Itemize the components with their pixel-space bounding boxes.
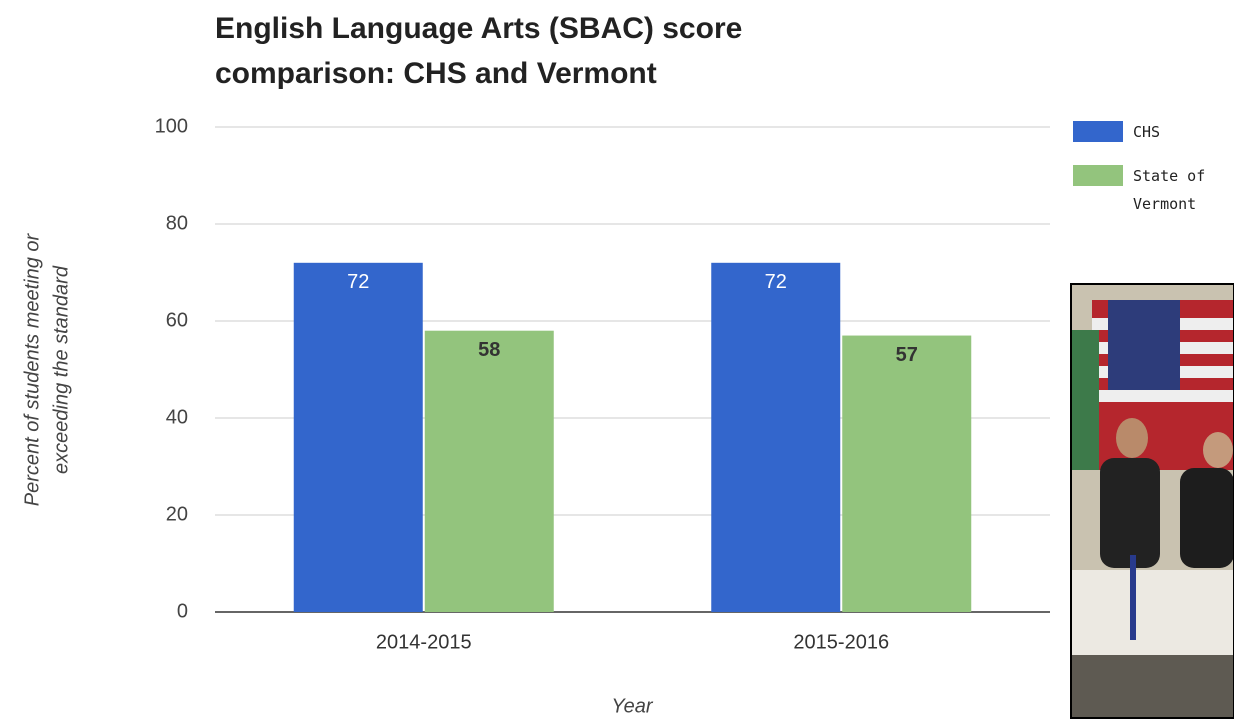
data-label: 72 <box>347 271 369 293</box>
data-label: 57 <box>896 344 918 366</box>
bar <box>424 330 554 612</box>
x-axis-title: Year <box>611 695 653 717</box>
legend-label: State of Vermont <box>1133 167 1206 213</box>
y-tick-label: 20 <box>166 503 188 525</box>
y-axis-title: Percent of students meeting or exceeding… <box>21 232 72 506</box>
bar <box>711 262 841 612</box>
data-label: 72 <box>765 271 787 293</box>
y-tick-label: 0 <box>177 600 188 622</box>
photo <box>1070 283 1234 719</box>
chart-title: comparison: CHS and Vermont <box>215 57 657 90</box>
y-tick-label: 100 <box>155 115 188 137</box>
chart-title: English Language Arts (SBAC) score <box>215 12 742 45</box>
y-tick-label: 40 <box>166 406 188 428</box>
bar <box>293 262 423 612</box>
y-tick-label: 80 <box>166 212 188 234</box>
y-axis-title-line: Percent of students meeting or <box>21 232 43 506</box>
x-tick-label: 2015-2016 <box>793 631 889 653</box>
data-label: 58 <box>478 339 500 361</box>
bar <box>842 335 972 612</box>
legend-label: CHS <box>1133 123 1161 141</box>
legend-swatch <box>1073 165 1123 186</box>
y-axis-title-line: exceeding the standard <box>50 265 72 474</box>
legend-swatch <box>1073 121 1123 142</box>
y-tick-label: 60 <box>166 309 188 331</box>
x-tick-label: 2014-2015 <box>376 631 472 653</box>
